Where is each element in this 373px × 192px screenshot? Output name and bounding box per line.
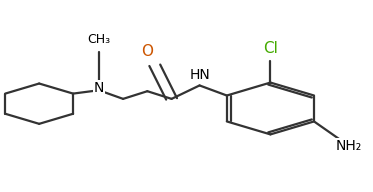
Text: HN: HN — [189, 68, 210, 82]
Text: CH₃: CH₃ — [87, 33, 110, 46]
Text: NH₂: NH₂ — [336, 139, 362, 153]
Text: Cl: Cl — [263, 41, 278, 56]
Text: N: N — [94, 81, 104, 95]
Text: O: O — [141, 44, 153, 59]
